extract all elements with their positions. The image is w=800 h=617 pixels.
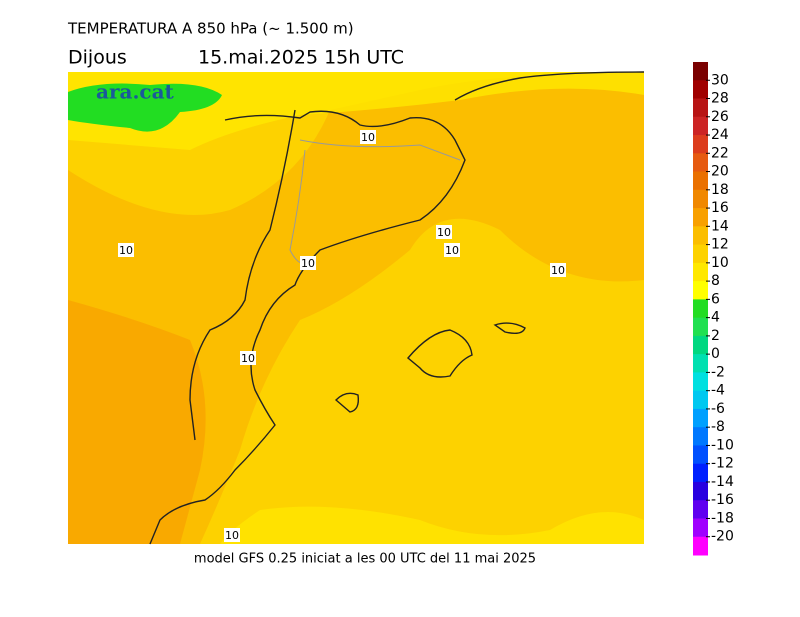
day: Dijous xyxy=(68,47,127,69)
contour-label: 10 xyxy=(551,264,565,277)
colorbar-band xyxy=(693,98,708,118)
colorbar-tick-label: -18 xyxy=(711,510,734,526)
colorbar-band xyxy=(693,390,708,410)
map: ara.cat 10 10 10 10 10 10 10 10 xyxy=(68,71,645,545)
contour-label: 10 xyxy=(241,352,255,365)
colorbar-tick-label: 12 xyxy=(711,237,729,253)
contour-label-bg xyxy=(436,225,452,239)
contour-label-bg xyxy=(224,528,240,542)
colorbar-band xyxy=(693,427,708,446)
colorbar-tick-label: 6 xyxy=(711,291,720,307)
colorbar-band xyxy=(693,262,708,282)
contour-labels: 10 10 10 10 10 10 10 10 xyxy=(118,130,566,542)
coastlines xyxy=(149,71,645,545)
contour-label: 10 xyxy=(225,529,239,542)
colorbar-tick-label: 2 xyxy=(711,328,720,344)
contour-label-bg xyxy=(550,263,566,277)
colorbar-tick-label: -8 xyxy=(711,419,725,435)
contour-label-bg xyxy=(118,243,134,257)
colorbar-tick-label: 4 xyxy=(711,310,720,326)
colorbar-tick-label: 26 xyxy=(711,109,729,125)
colorbar-tick-label: 24 xyxy=(711,127,729,143)
contour-label: 10 xyxy=(437,226,451,239)
colorbar-band xyxy=(693,171,708,191)
colorbar-tick-label: 10 xyxy=(711,255,729,271)
contour-label: 10 xyxy=(119,244,133,257)
contour-label-bg xyxy=(360,130,376,144)
colorbar-tick-label: -14 xyxy=(711,474,734,490)
colorbar-band xyxy=(693,518,708,538)
colorbar-band xyxy=(693,189,708,209)
colorbar-band xyxy=(693,116,708,136)
colorbar-band xyxy=(693,317,708,337)
colorbar-band xyxy=(693,62,708,81)
colorbar-band xyxy=(693,226,708,246)
colorbar-band xyxy=(693,208,708,227)
colorbar-band xyxy=(693,135,708,154)
colorbar-tick-label: -12 xyxy=(711,456,734,472)
green-region xyxy=(68,83,222,132)
colorbar-band xyxy=(693,80,708,100)
colorbar-tick-label: -20 xyxy=(711,529,734,545)
colorbar-tick-label: 30 xyxy=(711,72,729,88)
colorbar-band xyxy=(693,335,708,355)
colorbar-band xyxy=(693,408,708,428)
title: TEMPERATURA A 850 hPa (~ 1.500 m) xyxy=(67,20,354,38)
footer: model GFS 0.25 iniciat a les 00 UTC del … xyxy=(194,552,536,567)
colorbar-tick-label: -6 xyxy=(711,401,725,417)
colorbar-tick-label: -2 xyxy=(711,364,725,380)
colorbar-band xyxy=(693,463,708,483)
logo: ara.cat xyxy=(96,80,175,104)
colorbar-band xyxy=(693,354,708,373)
colorbar-tick-label: 16 xyxy=(711,200,729,216)
colorbar-tick-label: 18 xyxy=(711,182,729,198)
warm-region xyxy=(68,72,644,544)
contour-label-bg xyxy=(300,256,316,270)
contour-label: 10 xyxy=(445,244,459,257)
colorbar-band xyxy=(693,536,708,556)
colorbar-band xyxy=(693,481,708,501)
warmer-region xyxy=(68,300,206,544)
colorbar: 302826242220181614121086420-2-4-6-8-10-1… xyxy=(693,62,734,556)
colorbar-tick-label: 0 xyxy=(711,346,720,362)
contour-label: 10 xyxy=(301,257,315,270)
cool-south xyxy=(68,506,644,544)
contour-label-bg xyxy=(444,243,460,257)
contour-label: 10 xyxy=(361,131,375,144)
colorbar-tick-label: -4 xyxy=(711,383,725,399)
colorbar-tick-label: 14 xyxy=(711,218,729,234)
colorbar-band xyxy=(693,372,708,392)
colorbar-tick-label: 28 xyxy=(711,91,729,107)
colorbar-tick-label: 22 xyxy=(711,145,729,161)
colorbar-tick-label: -16 xyxy=(711,492,734,508)
colorbar-tick-label: 8 xyxy=(711,273,720,289)
colorbar-band xyxy=(693,500,708,519)
colorbar-band xyxy=(693,244,708,264)
colorbar-tick-label: -10 xyxy=(711,437,734,453)
colorbar-band xyxy=(693,299,708,319)
colorbar-tick-label: 20 xyxy=(711,164,729,180)
colorbar-band xyxy=(693,153,708,173)
datetime: 15.mai.2025 15h UTC xyxy=(198,47,404,69)
contour-label-bg xyxy=(240,351,256,365)
colorbar-band xyxy=(693,445,708,465)
colorbar-band xyxy=(693,281,708,300)
